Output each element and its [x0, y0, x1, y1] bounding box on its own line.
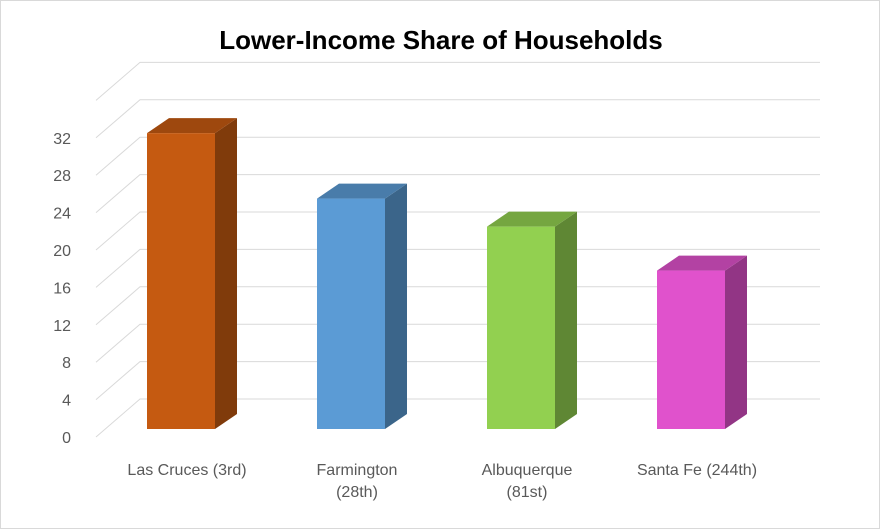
bar — [147, 118, 237, 429]
bar-front — [657, 270, 725, 429]
bar-series — [147, 118, 747, 429]
bar-front — [147, 133, 215, 429]
x-axis-categories: Las Cruces (3rd) Farmington (28th) Albuquer… — [127, 462, 757, 501]
y-tick-label: 28 — [53, 168, 71, 185]
x-category-label: Farmington (28th) — [317, 462, 398, 501]
gridline — [95, 323, 820, 363]
bar-top — [657, 255, 747, 271]
grid-layer — [95, 61, 820, 438]
bar-side — [555, 211, 577, 429]
bar — [487, 211, 577, 429]
x-category-label: Albuquerque (81st) — [482, 462, 573, 501]
bar-side — [725, 255, 747, 429]
chart-title: Lower-Income Share of Households — [219, 25, 663, 55]
gridline — [95, 248, 820, 288]
y-tick-label: 20 — [53, 243, 71, 260]
bar-top — [487, 211, 577, 227]
gridline — [95, 361, 820, 400]
gridline — [95, 174, 820, 213]
gridline — [95, 61, 820, 101]
y-tick-label: 24 — [53, 206, 71, 223]
bar-top — [317, 183, 407, 199]
bar-top — [147, 118, 237, 134]
gridline — [95, 136, 820, 176]
x-category-label: Las Cruces (3rd) — [127, 462, 246, 479]
y-tick-label: 32 — [53, 131, 71, 148]
bar-front — [487, 226, 555, 429]
y-tick-label: 4 — [62, 393, 71, 410]
bar-side — [385, 183, 407, 429]
bar-side — [215, 118, 237, 429]
x-category-label: Santa Fe (244th) — [637, 462, 757, 479]
gridline — [95, 99, 820, 139]
y-tick-label: 12 — [53, 318, 71, 335]
bar-front — [317, 198, 385, 429]
bar — [657, 255, 747, 429]
gridline — [95, 286, 820, 326]
gridline — [95, 211, 820, 251]
bar — [317, 183, 407, 429]
y-tick-label: 0 — [62, 430, 71, 447]
gridline — [95, 398, 820, 438]
y-tick-label: 16 — [53, 280, 71, 297]
y-axis-ticks: 0 4 8 12 16 20 24 28 32 — [53, 131, 71, 447]
y-tick-label: 8 — [62, 355, 71, 372]
